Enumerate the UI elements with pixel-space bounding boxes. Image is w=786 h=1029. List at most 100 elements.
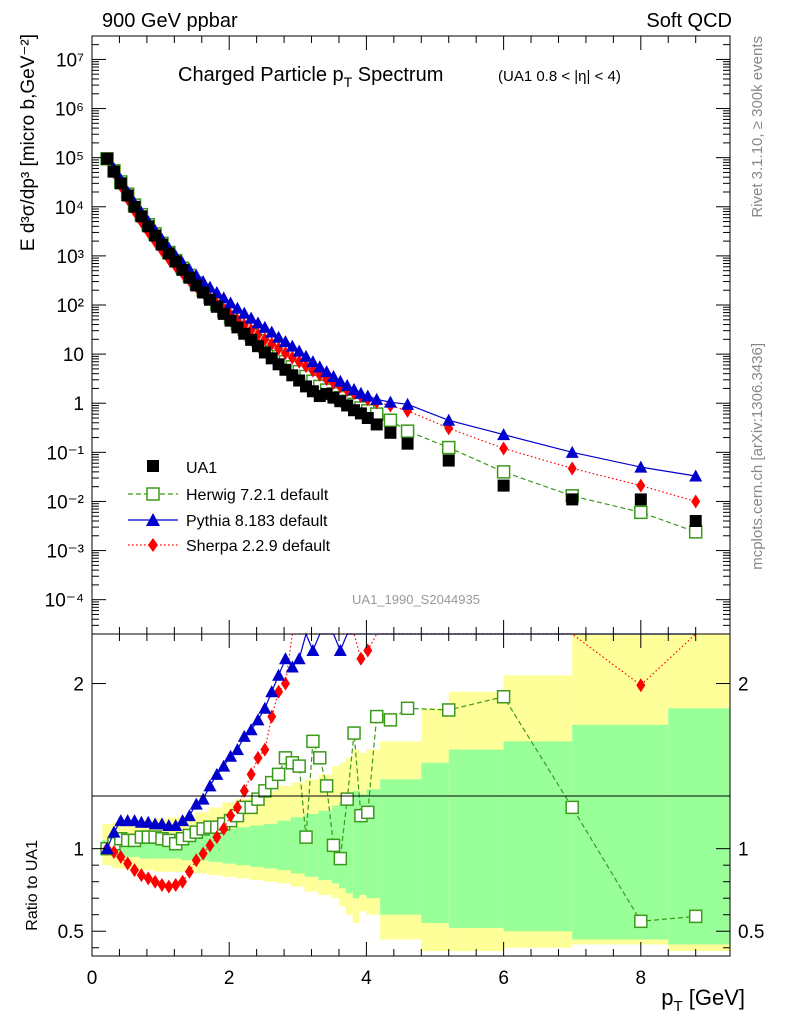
- ratio-pythia-point-28: [292, 652, 306, 665]
- ratio-x-tick-label: 6: [498, 968, 509, 989]
- main-pythia-point-43: [497, 428, 511, 441]
- ratio-pythia-point-34: [333, 644, 347, 657]
- band-green-segment-9: [222, 828, 237, 864]
- main-data-point-3: [121, 189, 134, 202]
- ratio-herwig-point-39: [369, 709, 384, 724]
- main-herwig-point-40: [383, 413, 398, 428]
- main-y-axis-label: E d³σ/dp³ [micro b,GeV⁻²]: [18, 34, 39, 251]
- main-pythia-point-18: [224, 296, 238, 309]
- ratio-sherpa-point-6: [143, 871, 153, 886]
- header-energy-label: 900 GeV ppbar: [102, 10, 238, 32]
- main-pythia-point-29: [299, 349, 313, 362]
- ratio-herwig-point-31: [313, 751, 327, 765]
- ratio-pythia-point-25: [272, 668, 286, 681]
- ratio-herwig-point-34: [333, 851, 348, 866]
- main-y-tick-label: 10⁻⁴: [45, 591, 84, 612]
- ratio-plot: 0.5 0.5 1 1 2 2 0 2 4 6 8 Ratio to UA1 pT [GeV]: [24, 632, 764, 1015]
- main-pythia-point-36: [347, 383, 361, 396]
- ratio-sherpa-point-5: [136, 868, 146, 883]
- ratio-sherpa-point-16: [212, 830, 222, 845]
- ratio-herwig-point-33: [326, 838, 341, 853]
- ratio-pythia-point-10: [169, 819, 183, 832]
- main-herwig-point-43: [496, 465, 511, 479]
- band-green-segment-26: [503, 741, 573, 932]
- ratio-x-tick-label: 8: [636, 968, 647, 989]
- main-data-point-42: [442, 454, 455, 467]
- ratio-herwig-point-25: [271, 767, 286, 782]
- main-pythia-point-25: [272, 330, 286, 343]
- main-pythia-point-38: [361, 389, 375, 402]
- main-pythia-point-41: [401, 397, 415, 410]
- legend-herwig-marker: [146, 487, 160, 501]
- band-green-segment-27: [572, 724, 669, 940]
- ratio-herwig-point-40: [383, 713, 398, 727]
- ratio-x-tick-label: 0: [87, 968, 98, 989]
- ratio-pythia-point-22: [251, 713, 265, 726]
- legend-sherpa-label: Sherpa 2.2.9 default: [186, 538, 331, 555]
- main-data-point-40: [384, 426, 397, 439]
- header-category-label: Soft QCD: [646, 10, 732, 32]
- ratio-sherpa-point-21: [246, 767, 256, 782]
- main-data-point-5: [135, 210, 148, 223]
- ratio-sherpa-point-8: [157, 877, 167, 892]
- ratio-y-tick-label: 2: [73, 675, 84, 696]
- main-pythia-point-27: [285, 339, 299, 352]
- band-green-segment-21: [359, 794, 367, 895]
- ratio-pythia-point-17: [217, 759, 231, 772]
- main-data-point-46: [689, 514, 702, 527]
- main-herwig-point-45: [634, 505, 648, 520]
- main-pythia-point-21: [244, 311, 258, 324]
- ratio-pythia-point-20: [237, 729, 251, 742]
- ratio-herwig-point-45: [634, 914, 648, 929]
- main-data-point-45: [634, 493, 647, 506]
- main-sherpa-point-29: [301, 359, 311, 374]
- main-y-tick-label: 10²: [57, 296, 84, 317]
- main-data-point-44: [566, 493, 579, 506]
- legend-sherpa-marker: [148, 538, 158, 552]
- ratio-y-tick-label: 0.5: [58, 922, 84, 943]
- ratio-pythia-point-15: [203, 779, 217, 792]
- main-y-tick-label: 10⁶: [55, 100, 84, 121]
- main-data-point-39: [370, 418, 383, 431]
- ratio-pythia-point-19: [230, 743, 244, 756]
- main-sherpa-point-46: [691, 494, 701, 509]
- ratio-pythia-point-14: [196, 792, 210, 805]
- main-y-tick-label: 10⁷: [56, 50, 84, 71]
- watermark-analysis-id: UA1_1990_S2044935: [352, 592, 480, 607]
- side-mcplots-label: mcplots.cern.ch [arXiv:1306.3436]: [749, 343, 766, 570]
- legend-data-label: UA1: [186, 460, 217, 477]
- main-data-point-1: [107, 165, 120, 178]
- main-title-cut: (UA1 0.8 < |η| < 4): [498, 68, 621, 85]
- ratio-pythia-point-16: [210, 767, 224, 780]
- main-pythia-point-37: [354, 386, 368, 399]
- main-data-point-43: [497, 479, 510, 492]
- ratio-sherpa-point-15: [205, 838, 215, 853]
- main-pythia-point-33: [326, 370, 340, 383]
- main-y-tick-label: 10³: [57, 247, 84, 268]
- ratio-x-tick-label: 4: [361, 968, 372, 989]
- legend-herwig-label: Herwig 7.2.1 default: [186, 487, 329, 504]
- main-y-tick-label: 10: [63, 345, 84, 366]
- ratio-herwig-point-28: [292, 759, 306, 773]
- band-green-segment-15: [304, 813, 319, 877]
- ratio-sherpa-point-12: [184, 864, 194, 879]
- ratio-sherpa-point-4: [130, 863, 140, 878]
- ratio-herwig-point-32: [319, 779, 334, 793]
- main-data-point-4: [128, 200, 141, 213]
- ratio-pythia-point-11: [176, 814, 190, 827]
- main-sherpa-point-44: [567, 461, 577, 476]
- main-pythia-point-32: [320, 365, 334, 378]
- ratio-herwig-point-42: [441, 703, 456, 717]
- main-data-point-2: [114, 177, 127, 190]
- main-pythia-point-35: [340, 378, 354, 391]
- main-pythia-point-26: [278, 335, 292, 348]
- ratio-sherpa-point-7: [150, 874, 160, 889]
- ratio-y-tick-label-right: 2: [738, 675, 749, 696]
- main-y-tick-label: 1: [73, 394, 84, 415]
- main-herwig-point-46: [688, 525, 703, 539]
- main-herwig-point-42: [441, 440, 456, 455]
- main-pythia-point-17: [217, 291, 231, 304]
- ratio-plot-frame: [91, 633, 731, 957]
- band-green-segment-12: [263, 823, 278, 869]
